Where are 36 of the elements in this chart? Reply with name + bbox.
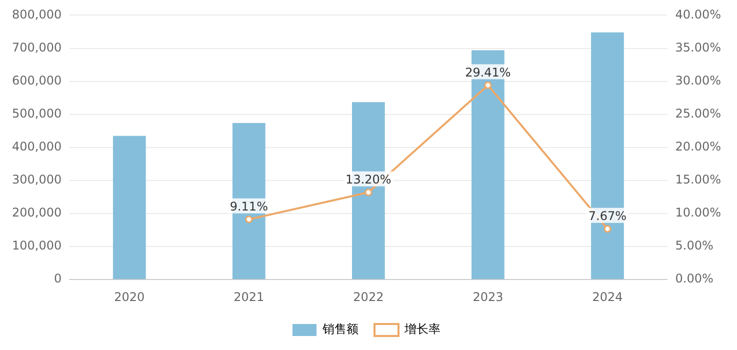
- y-tick-label: 100,000: [12, 238, 62, 253]
- legend-label: 增长率: [404, 322, 440, 336]
- data-label: 7.67%: [588, 209, 627, 224]
- legend-label: 销售额: [322, 322, 358, 336]
- point: [245, 216, 253, 224]
- y-tick-label: 700,000: [12, 40, 62, 54]
- y-tick-label: 200,000: [12, 206, 62, 220]
- y-tick-label: 800,000: [12, 7, 62, 22]
- y2-tick-label: 10.00%: [675, 206, 722, 220]
- data-label: 9.11%: [230, 200, 268, 214]
- x-tick-label: 2024: [592, 290, 623, 304]
- y2-tick-label: 20.00%: [675, 140, 722, 154]
- y-tick-label: 300,000: [12, 172, 62, 187]
- y2-tick-label: 25.00%: [675, 106, 722, 120]
- point: [484, 81, 492, 89]
- y2-tick-label: 5.00%: [675, 238, 714, 253]
- y2-tick-label: 0.00%: [675, 272, 714, 286]
- y2-tick-label: 35.00%: [675, 40, 722, 54]
- bar: [232, 122, 266, 280]
- y2-tick-label: 15.00%: [675, 172, 722, 187]
- x-tick-label: 2020: [114, 290, 145, 304]
- data-label: 29.41%: [465, 65, 511, 80]
- point: [364, 188, 372, 196]
- y2-tick-label: 40.00%: [675, 7, 722, 22]
- y-tick-label: 500,000: [12, 106, 62, 120]
- bar: [112, 136, 146, 280]
- x-tick-label: 2022: [353, 290, 384, 304]
- y2-tick-label: 30.00%: [675, 73, 722, 88]
- y-tick-label: 600,000: [12, 73, 62, 88]
- bar: [591, 32, 624, 280]
- x-tick-label: 2021: [234, 290, 264, 304]
- data-label: 13.20%: [346, 172, 392, 186]
- point: [604, 225, 612, 233]
- y-tick-label: 400,000: [12, 140, 62, 154]
- x-tick-label: 2023: [472, 290, 504, 304]
- y-tick-label: 0: [54, 272, 62, 286]
